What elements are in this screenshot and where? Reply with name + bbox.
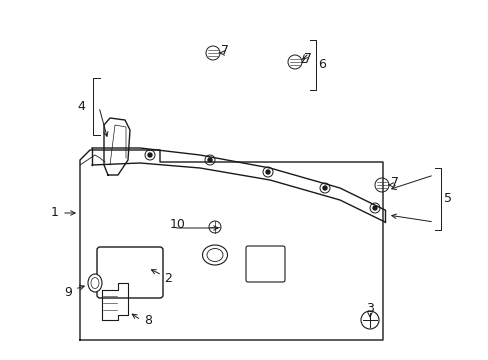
Text: 1: 1 xyxy=(51,207,59,220)
Circle shape xyxy=(372,206,376,210)
Text: 5: 5 xyxy=(443,193,451,206)
Text: 3: 3 xyxy=(366,302,373,315)
Circle shape xyxy=(265,170,269,174)
Ellipse shape xyxy=(91,278,99,288)
Text: 9: 9 xyxy=(64,285,72,298)
FancyBboxPatch shape xyxy=(97,247,163,298)
Ellipse shape xyxy=(202,245,227,265)
Text: 7: 7 xyxy=(390,176,398,189)
FancyBboxPatch shape xyxy=(245,246,285,282)
Text: 8: 8 xyxy=(143,314,152,327)
Text: 10: 10 xyxy=(170,219,185,231)
Circle shape xyxy=(148,153,152,157)
Text: 4: 4 xyxy=(77,100,85,113)
Text: 2: 2 xyxy=(164,271,172,284)
Text: 6: 6 xyxy=(317,58,325,72)
Ellipse shape xyxy=(88,274,102,292)
Circle shape xyxy=(323,186,326,190)
Text: 7: 7 xyxy=(221,44,228,57)
Ellipse shape xyxy=(206,248,223,261)
Text: 7: 7 xyxy=(304,51,311,64)
Circle shape xyxy=(207,158,212,162)
